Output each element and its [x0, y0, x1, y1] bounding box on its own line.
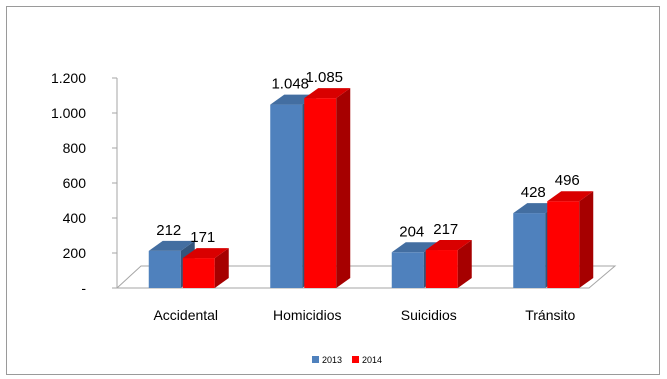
data-label: 1.085 [305, 69, 343, 86]
data-label: 171 [190, 229, 215, 246]
bar-front [304, 98, 337, 288]
legend-item-2014: 2014 [352, 355, 382, 365]
y-tick-label: - [81, 280, 86, 296]
bar-top [182, 248, 229, 259]
y-tick-label: 200 [63, 245, 87, 261]
data-label: 204 [399, 223, 424, 240]
bar-suicidios-2014 [425, 240, 472, 288]
bar-top [304, 88, 351, 99]
legend-swatch [352, 356, 359, 363]
bar-front [270, 104, 303, 288]
bar-homicidios-2014 [304, 88, 351, 288]
legend-item-2013: 2013 [312, 355, 342, 365]
category-label: Suicidios [401, 307, 457, 323]
bar-side [579, 191, 594, 288]
data-label: 1.048 [271, 76, 309, 93]
bar-top [547, 191, 594, 202]
bar-front [547, 201, 580, 288]
bar-side [214, 248, 229, 288]
bar-tránsito-2014 [547, 191, 594, 288]
data-label: 212 [156, 222, 181, 239]
y-tick-label: 400 [63, 210, 87, 226]
data-label: 496 [555, 172, 580, 189]
bar-front [148, 250, 181, 288]
bars [148, 88, 594, 288]
y-tick-label: 800 [63, 140, 87, 156]
bar-side [457, 240, 472, 288]
bar-front [391, 252, 424, 288]
legend: 2013 2014 [312, 355, 382, 365]
bar-side [336, 88, 351, 288]
bar-front [182, 258, 215, 288]
bar-top [425, 240, 472, 251]
category-labels: Accidental Homicidios Suicidios Tránsito [153, 307, 575, 323]
legend-swatch [312, 356, 319, 363]
bar-accidental-2014 [182, 248, 229, 288]
y-tick-labels: - 200 400 600 800 1.000 1.200 [51, 70, 86, 296]
data-label: 217 [433, 221, 458, 238]
bar-front [513, 213, 546, 288]
category-label: Accidental [153, 307, 218, 323]
y-tick-label: 600 [63, 175, 87, 191]
y-tick-label: 1.000 [51, 105, 86, 121]
bar-top [148, 240, 195, 251]
data-label: 428 [521, 184, 546, 201]
y-axis [112, 77, 118, 289]
category-label: Tránsito [525, 307, 575, 323]
legend-label: 2013 [322, 355, 342, 365]
category-label: Homicidios [273, 307, 341, 323]
legend-label: 2014 [362, 355, 382, 365]
bar-front [425, 250, 458, 288]
y-tick-label: 1.200 [51, 70, 86, 86]
